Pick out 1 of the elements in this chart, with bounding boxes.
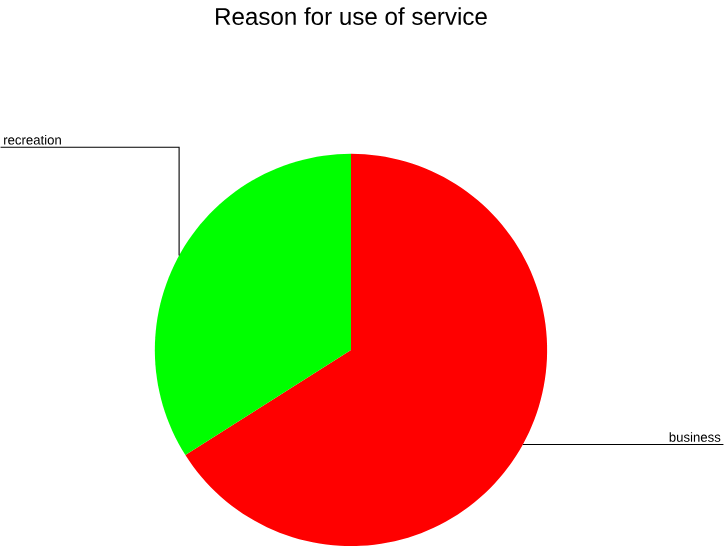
chart-title: Reason for use of service <box>216 7 487 26</box>
